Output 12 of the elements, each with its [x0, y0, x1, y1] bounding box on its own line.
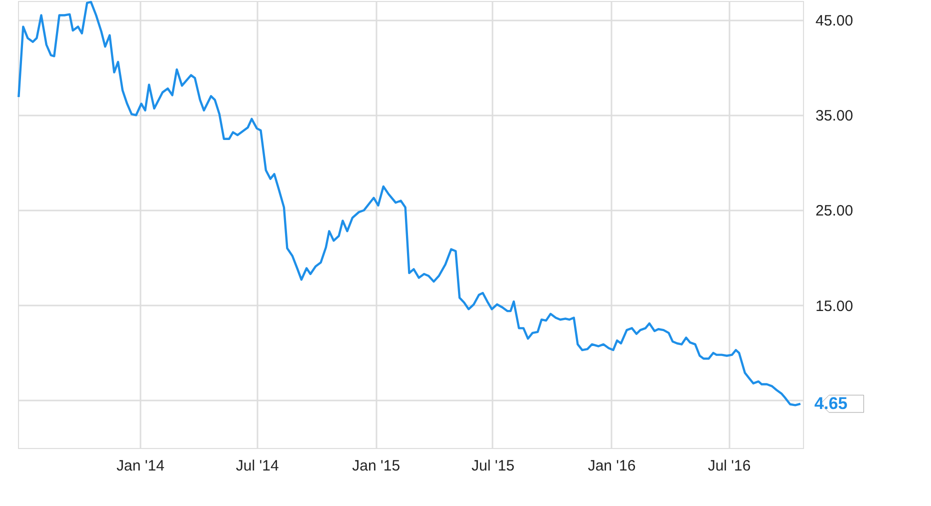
annotation: 4.65	[814, 394, 848, 413]
y-tick-label: 45.00	[816, 12, 854, 30]
y-tick-label: 25.00	[816, 202, 854, 220]
x-tick-label: Jan '15	[352, 458, 400, 474]
y-tick-label: 35.00	[816, 108, 854, 125]
x-tick-label: Jul '14	[236, 458, 279, 474]
x-tick-label: Jul '15	[472, 458, 514, 474]
x-tick-label: Jan '16	[588, 458, 636, 474]
y-tick-label: 15.00	[816, 298, 854, 315]
line-series	[18, 0, 802, 406]
x-tick-label: Jul '16	[708, 458, 751, 474]
x-tick-label: Jan '14	[116, 458, 164, 474]
